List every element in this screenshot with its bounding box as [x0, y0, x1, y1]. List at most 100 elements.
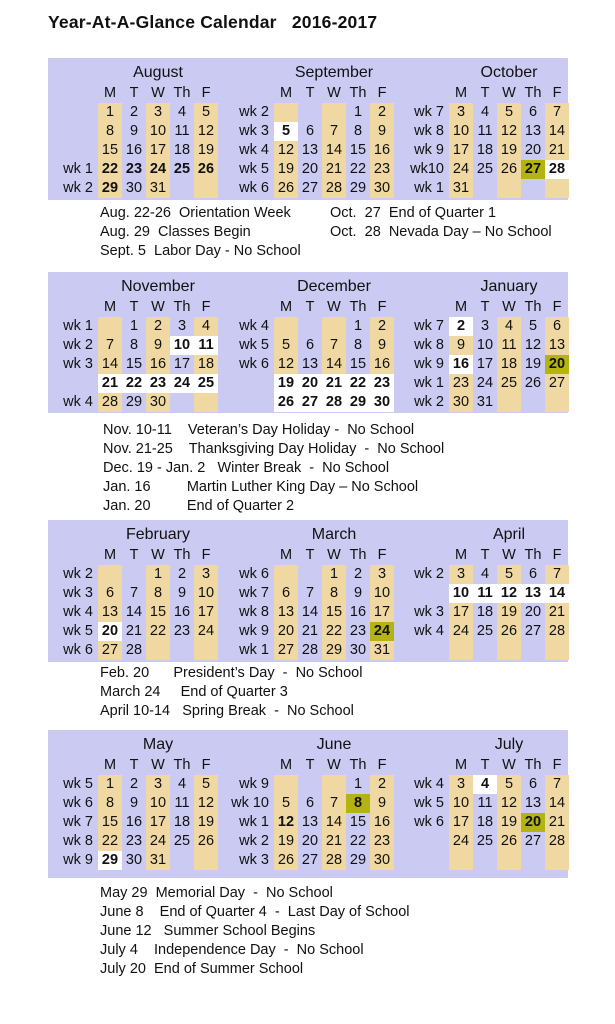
day-header: M [103, 757, 117, 773]
month-title: December [297, 278, 371, 295]
date-cell: 4 [480, 566, 490, 582]
week-label: wk 5 [414, 795, 444, 811]
date-cell: 3 [370, 565, 394, 584]
date-cell: 23 [349, 623, 367, 639]
date-cell: 23 [370, 160, 394, 179]
week-label: wk 1 [239, 642, 269, 658]
note-line: June 12 Summer School Begins [100, 923, 316, 939]
week-label: wk 6 [239, 356, 269, 372]
date-cell: 13 [524, 123, 542, 139]
date-cell: 15 [125, 356, 143, 372]
date-cell: 24 [146, 160, 170, 179]
week-label: wk 9 [414, 142, 444, 158]
note-line: Feb. 20 President’s Day - No School [100, 665, 363, 681]
date-cell: 9 [370, 336, 394, 355]
week-label: wk 2 [414, 394, 444, 410]
day-header: F [377, 85, 387, 101]
date-cell: 19 [524, 356, 542, 372]
date-cell: 18 [476, 142, 494, 158]
day-header: T [305, 299, 315, 315]
date-cell: 23 [449, 374, 473, 393]
date-cell: 5 [528, 318, 538, 334]
date-cell: 6 [528, 566, 538, 582]
note-line: Nov. 21-25 Thanksgiving Day Holiday - No… [103, 441, 445, 457]
date-cell: 3 [146, 103, 170, 122]
date-cell: 1 [322, 565, 346, 584]
date-cell: 1 [353, 776, 363, 792]
date-cell: 19 [194, 813, 218, 832]
date-cell: 11 [174, 123, 190, 139]
date-cell: 29 [125, 394, 143, 410]
date-cell: 9 [353, 585, 363, 601]
week-label: wk 5 [63, 776, 93, 792]
date-cell [194, 851, 218, 870]
date-cell: 12 [497, 122, 521, 141]
date-cell: 29 [349, 180, 367, 196]
notes-block: Aug. 22-26 Orientation Week Aug. 29 Class… [100, 204, 552, 261]
month-title: July [494, 736, 524, 753]
week-label: wk 9 [239, 623, 269, 639]
notes-block: Feb. 20 President’s Day - No School March… [100, 664, 362, 721]
date-cell: 21 [125, 623, 143, 639]
date-cell: 27 [301, 852, 319, 868]
week-label: wk 4 [239, 318, 269, 334]
week-label: wk 3 [63, 585, 93, 601]
date-cell: 28 [545, 160, 569, 179]
date-cell: 26 [497, 160, 521, 179]
date-cell: 26 [524, 375, 542, 391]
date-cell: 6 [305, 123, 315, 139]
date-cell: 14 [545, 584, 569, 603]
date-cell: 28 [322, 851, 346, 870]
date-cell: 24 [370, 622, 394, 641]
date-cell: 15 [146, 603, 170, 622]
date-cell: 13 [301, 814, 319, 830]
day-header: F [552, 85, 562, 101]
date-cell: 15 [349, 814, 367, 830]
date-cell: 11 [174, 795, 190, 811]
date-cell: 7 [98, 336, 122, 355]
week-label: wk10 [410, 161, 444, 177]
date-cell: 4 [177, 104, 187, 120]
date-cell [298, 565, 322, 584]
date-cell: 14 [301, 604, 319, 620]
date-cell [170, 393, 194, 412]
date-cell: 21 [545, 813, 569, 832]
day-header: Th [349, 299, 367, 315]
date-cell: 23 [173, 623, 191, 639]
date-cell: 13 [521, 584, 545, 603]
date-cell: 30 [146, 393, 170, 412]
date-cell: 22 [98, 832, 122, 851]
date-cell: 12 [497, 584, 521, 603]
day-header: F [377, 547, 387, 563]
day-header: F [377, 757, 387, 773]
day-header: Th [173, 757, 191, 773]
date-cell: 16 [370, 355, 394, 374]
grid-corner [403, 756, 449, 775]
date-cell: 15 [98, 141, 122, 160]
week-label [403, 584, 449, 603]
week-label: wk 7 [414, 318, 444, 334]
week-label: wk 8 [63, 833, 93, 849]
date-cell: 17 [449, 603, 473, 622]
date-cell: 4 [177, 776, 187, 792]
notes-column: Feb. 20 President’s Day - No School March… [100, 664, 362, 721]
grid-corner [52, 84, 98, 103]
note-line: July 20 End of Summer School [100, 961, 304, 977]
notes-block: May 29 Memorial Day - No School June 8 En… [100, 884, 410, 979]
week-label: wk 6 [63, 795, 93, 811]
date-cell: 10 [449, 794, 473, 813]
date-cell: 30 [370, 393, 394, 412]
date-cell: 31 [476, 394, 494, 410]
date-cell: 25 [497, 374, 521, 393]
date-cell: 24 [449, 832, 473, 851]
date-cell: 30 [370, 851, 394, 870]
date-cell: 11 [194, 336, 218, 355]
day-header: M [454, 547, 468, 563]
day-header: W [502, 299, 516, 315]
date-cell: 3 [177, 318, 187, 334]
